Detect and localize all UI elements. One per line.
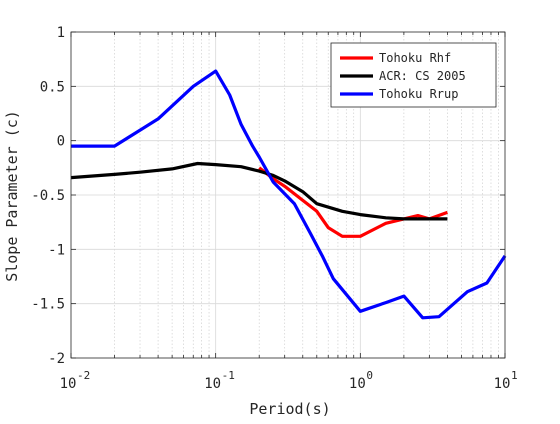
legend-label-3: Tohoku Rrup: [379, 87, 458, 101]
x-tick-label-base: 10: [204, 376, 221, 392]
x-tick-label: 101: [494, 369, 518, 392]
x-tick-label-exponent: 0: [366, 369, 373, 382]
y-tick-label: -2: [48, 351, 65, 367]
y-tick-label: 1: [57, 25, 65, 41]
axes: [70, 31, 506, 359]
x-tick-label: 10-2: [60, 369, 91, 392]
x-tick-label-base: 10: [494, 376, 511, 392]
x-tick-label-exponent: 1: [511, 369, 518, 382]
legend-label-1: Tohoku Rhf: [379, 51, 451, 65]
y-tick-label: 0.5: [40, 79, 65, 95]
legend-label-2: ACR: CS 2005: [379, 69, 466, 83]
y-tick-label: -1.5: [31, 297, 65, 313]
series-line-3: [71, 69, 507, 320]
legend: Tohoku Rhf ACR: CS 2005 Tohoku Rrup: [330, 42, 497, 108]
x-tick-label: 100: [349, 369, 373, 392]
series-line-2: [70, 161, 448, 221]
series-lines: [70, 69, 507, 320]
y-tick-label: -0.5: [31, 188, 65, 204]
x-tick-label-exponent: -2: [77, 369, 90, 382]
x-tick-label-base: 10: [349, 376, 366, 392]
y-tick-label: -1: [48, 242, 65, 258]
y-axis-label: Slope Parameter (c): [3, 110, 21, 282]
x-tick-label: 10-1: [204, 369, 235, 392]
series-line-1: [258, 166, 448, 238]
x-tick-label-exponent: -1: [222, 369, 235, 382]
y-tick-label: 0: [57, 134, 65, 150]
x-axis-label: Period(s): [249, 400, 330, 418]
x-tick-label-base: 10: [60, 376, 77, 392]
